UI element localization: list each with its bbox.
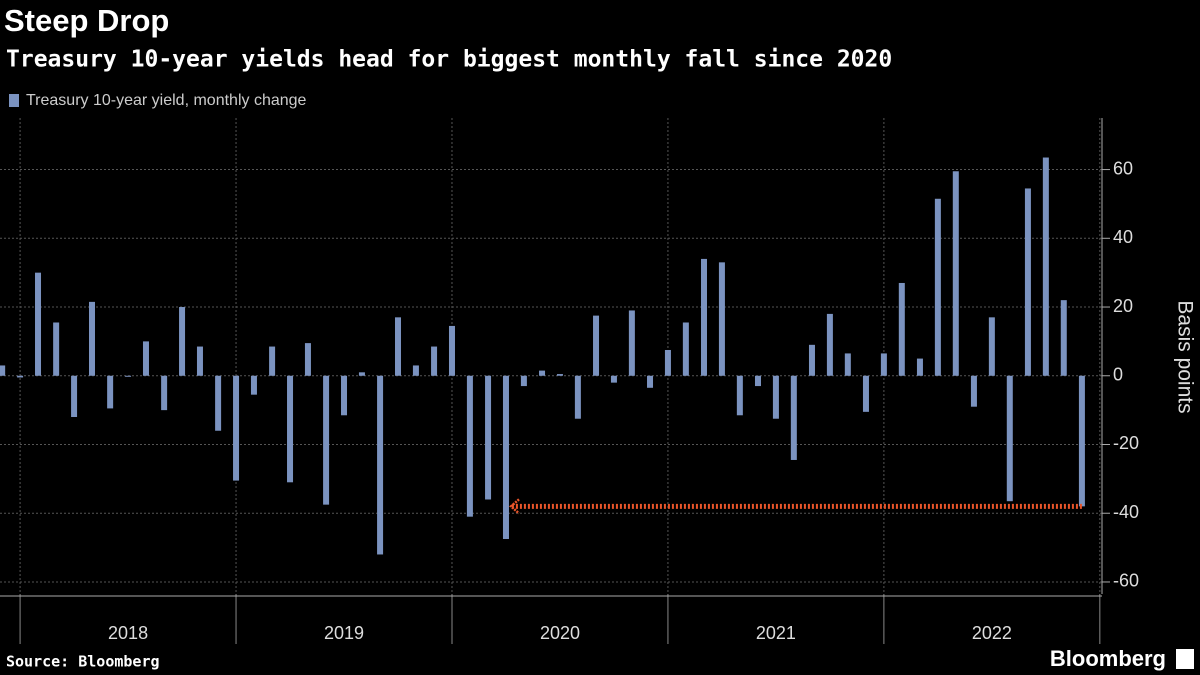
bar	[862, 375, 869, 412]
bar	[772, 375, 779, 419]
bar	[215, 375, 222, 431]
bar	[107, 375, 114, 409]
bar	[53, 322, 60, 376]
bar	[880, 353, 887, 376]
bar	[341, 375, 348, 416]
bar	[647, 375, 654, 388]
chart-title: Steep Drop	[4, 3, 169, 38]
bar	[898, 282, 905, 376]
bar	[250, 375, 257, 395]
chart-subtitle: Treasury 10-year yields head for biggest…	[6, 47, 892, 73]
bar	[502, 375, 509, 540]
bar	[269, 346, 276, 376]
bar	[142, 341, 149, 376]
bar	[0, 365, 6, 376]
x-tick-label: 2019	[324, 623, 364, 643]
bar	[1078, 375, 1085, 507]
bar	[179, 307, 186, 376]
bar	[448, 325, 455, 376]
bar	[1042, 157, 1049, 376]
y-tick-label: -20	[1113, 433, 1139, 453]
y-tick-label: -40	[1113, 502, 1139, 522]
bar	[952, 171, 959, 376]
bar	[754, 375, 761, 387]
logo-icon	[1176, 649, 1194, 669]
bar	[808, 344, 815, 376]
bar	[682, 322, 689, 376]
bar	[593, 315, 600, 376]
y-tick-label: 20	[1113, 296, 1133, 316]
legend-swatch	[9, 94, 19, 107]
bar	[394, 317, 401, 376]
bar	[844, 353, 851, 376]
bar	[1060, 300, 1067, 376]
source: Source: Bloomberg	[6, 653, 160, 671]
bar	[1006, 375, 1013, 502]
bar	[539, 370, 546, 376]
bar	[970, 375, 977, 407]
bar	[988, 317, 995, 376]
bar	[826, 313, 833, 376]
bar	[35, 272, 42, 376]
bar	[431, 346, 438, 376]
y-tick-label: -60	[1113, 571, 1139, 591]
bar	[287, 375, 294, 483]
bar	[718, 262, 725, 376]
y-axis-label: Basis points	[1173, 300, 1196, 413]
annotation-arrowhead	[509, 498, 520, 515]
y-tick-label: 40	[1113, 227, 1133, 247]
logo: Bloomberg	[1050, 646, 1166, 671]
bar	[520, 375, 527, 387]
bar	[304, 343, 311, 376]
bar	[233, 375, 240, 481]
bar	[161, 375, 168, 411]
bar	[664, 349, 671, 376]
bar	[17, 375, 24, 378]
bar	[71, 375, 78, 418]
legend-label: Treasury 10-year yield, monthly change	[26, 92, 307, 109]
y-tick-label: 60	[1113, 158, 1133, 178]
bar	[790, 375, 797, 460]
bar	[628, 310, 635, 376]
bar	[556, 374, 563, 376]
bar	[916, 358, 923, 376]
x-tick-label: 2020	[540, 623, 580, 643]
x-tick-label: 2022	[972, 623, 1012, 643]
y-tick-label: 0	[1113, 365, 1123, 385]
bar	[701, 258, 708, 376]
bar	[196, 346, 203, 376]
bar	[466, 375, 473, 517]
x-tick-label: 2021	[756, 623, 796, 643]
bar	[88, 301, 95, 376]
bar	[934, 198, 941, 376]
bar	[574, 375, 581, 419]
bar	[610, 375, 617, 383]
bar	[377, 375, 384, 555]
bar	[1024, 188, 1031, 376]
bar	[736, 375, 743, 416]
x-tick-label: 2018	[108, 623, 148, 643]
bar	[125, 375, 132, 377]
bar	[323, 375, 330, 505]
bar	[412, 365, 419, 376]
bar	[358, 372, 365, 376]
bar	[485, 375, 492, 500]
